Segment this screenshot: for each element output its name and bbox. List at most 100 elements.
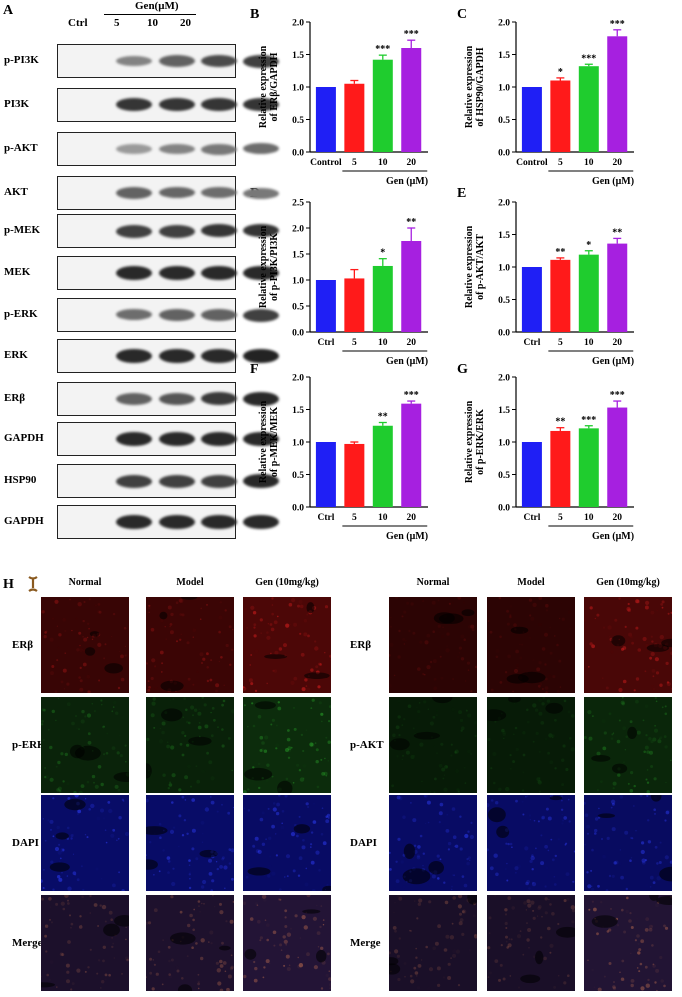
category-label-E-0: Ctrl: [523, 338, 540, 348]
y-tick-label-E-2: 1.0: [498, 264, 510, 274]
sig-marker-C-3: ***: [610, 19, 625, 30]
if-image-left-1-2: [242, 697, 332, 797]
if-col-header-left-0: Normal: [68, 577, 102, 588]
blot-label-7: ERK: [4, 349, 28, 361]
blot-label-8: ERβ: [4, 392, 26, 404]
sig-marker-G-2: ***: [581, 415, 596, 426]
y-tick-label-G-1: 0.5: [498, 471, 510, 481]
y-tick-label-F-0: 0.0: [292, 504, 304, 514]
group-label-C: Gen (μM): [592, 176, 634, 187]
if-row-label-right-0: ERβ: [350, 639, 372, 651]
blot-label-9: GAPDH: [4, 432, 44, 444]
band-2-3: [243, 143, 279, 154]
lane-label-20: 20: [180, 17, 191, 29]
bone-icon: [28, 576, 38, 592]
if-image-right-3-2: [584, 890, 681, 992]
bar-F-3: [401, 403, 422, 507]
band-5-2: [201, 266, 237, 280]
group-label-E: Gen (μM): [592, 356, 634, 367]
y-axis-label-G: Relative expressionof p-ERK/ERK: [464, 400, 486, 483]
y-tick-label-D-0: 0.0: [292, 329, 304, 339]
y-tick-label-G-0: 0.0: [498, 504, 510, 514]
if-image-right-0-0: [387, 595, 478, 693]
bar-D-3: [401, 241, 422, 332]
y-tick-label-C-0: 0.0: [498, 149, 510, 159]
band-5-3: [243, 266, 279, 280]
if-image-left-2-0: [39, 793, 130, 893]
bar-F-2: [372, 425, 393, 507]
band-9-0: [116, 432, 152, 446]
blot-strip-10: [57, 464, 279, 498]
sig-marker-C-1: *: [558, 67, 563, 78]
chart-svg-G: Relative expressionof p-ERK/ERK 0.0 0.5 1.0…: [464, 374, 634, 543]
treatment-bracket: [104, 14, 196, 15]
treatment-header: Gen(μM): [135, 0, 179, 12]
category-label-B-3: 20: [406, 158, 416, 168]
y-tick-label-C-3: 1.5: [498, 51, 510, 61]
if-image-right-3-0: [383, 889, 479, 991]
bar-F-1: [344, 443, 365, 507]
if-image-left-1-1: [141, 696, 236, 793]
chart-svg-F: Relative expressionof p-MEK/MEK 0.0 0.5 1.0…: [258, 374, 428, 543]
y-tick-label-B-1: 0.5: [292, 116, 304, 126]
blot-label-3: AKT: [4, 186, 28, 198]
if-col-header-left-2: Gen (10mg/kg): [255, 577, 319, 588]
y-tick-label-C-2: 1.0: [498, 84, 510, 94]
group-label-F: Gen (μM): [386, 531, 428, 542]
y-tick-label-D-4: 2.0: [292, 225, 304, 235]
blot-strip-9: [57, 422, 279, 456]
group-label-B: Gen (μM): [386, 176, 428, 187]
sig-marker-E-3: **: [612, 227, 622, 238]
y-tick-label-D-5: 2.5: [292, 199, 304, 209]
lane-label-ctrl: Ctrl: [68, 17, 88, 29]
y-tick-label-F-2: 1.0: [292, 439, 304, 449]
bar-D-2: [372, 265, 393, 332]
band-1-2: [201, 98, 237, 111]
chart-svg-B: Relative expressionof ERβ/GAPDH 0.0 0.5 1.0…: [258, 19, 428, 188]
if-image-left-0-0: [41, 597, 129, 694]
blot-strip-1: [57, 88, 279, 122]
blot-strip-0: [57, 44, 279, 78]
if-image-left-0-1: [145, 594, 234, 693]
y-tick-label-D-1: 0.5: [292, 303, 304, 313]
blot-label-2: p-AKT: [4, 142, 38, 154]
y-tick-label-F-1: 0.5: [292, 471, 304, 481]
bar-E-2: [578, 254, 599, 332]
y-tick-label-B-4: 2.0: [292, 19, 304, 29]
if-col-header-right-0: Normal: [416, 577, 450, 588]
band-4-1: [159, 225, 195, 238]
band-0-0: [116, 56, 152, 66]
if-image-right-1-2: [583, 696, 672, 794]
band-9-1: [159, 432, 195, 446]
band-3-2: [201, 187, 237, 198]
group-label-G: Gen (μM): [592, 531, 634, 542]
category-label-G-0: Ctrl: [523, 513, 540, 523]
chart-f: Relative expressionof p-MEK/MEK 0.0 0.5 1.0…: [252, 365, 452, 543]
bar-E-0: [521, 267, 542, 332]
band-0-3: [243, 55, 279, 68]
bar-G-0: [521, 442, 542, 507]
panel-letter-h: H: [3, 577, 14, 592]
blot-strip-2: [57, 132, 279, 166]
if-image-left-1-0: [40, 697, 140, 795]
blot-strip-5: [57, 256, 279, 290]
category-label-G-1: 5: [558, 513, 563, 523]
band-1-0: [116, 98, 152, 111]
band-10-3: [243, 474, 279, 488]
blot-label-11: GAPDH: [4, 515, 44, 527]
category-label-G-2: 10: [584, 513, 594, 523]
y-tick-label-E-1: 0.5: [498, 296, 510, 306]
if-image-right-3-1: [487, 894, 579, 991]
band-1-3: [243, 98, 279, 111]
if-image-right-1-0: [389, 691, 477, 794]
if-row-label-left-2: DAPI: [12, 837, 39, 849]
y-tick-label-D-3: 1.5: [292, 251, 304, 261]
band-5-0: [116, 266, 152, 280]
panel-letter-e: E: [457, 186, 467, 201]
band-4-2: [201, 224, 237, 237]
bar-C-0: [521, 87, 542, 152]
y-tick-label-B-3: 1.5: [292, 51, 304, 61]
if-row-label-left-0: ERβ: [12, 639, 34, 651]
category-label-E-1: 5: [558, 338, 563, 348]
band-2-0: [116, 144, 152, 154]
